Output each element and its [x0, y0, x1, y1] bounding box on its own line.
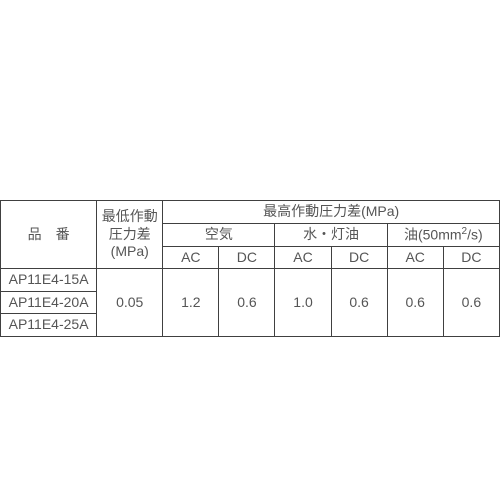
- th-oil-ac: AC: [387, 246, 443, 269]
- th-oil-dc: DC: [443, 246, 499, 269]
- td-part: AP11E4-25A: [1, 314, 97, 337]
- th-water-ac: AC: [275, 246, 331, 269]
- th-water-dc: DC: [331, 246, 387, 269]
- td-air-dc: 0.6: [219, 269, 275, 337]
- td-oil-dc: 0.6: [443, 269, 499, 337]
- th-min-diff: 最低作動圧力差(MPa): [97, 201, 163, 269]
- th-water-kero: 水・灯油: [275, 223, 387, 246]
- td-part: AP11E4-15A: [1, 269, 97, 292]
- td-part: AP11E4-20A: [1, 291, 97, 314]
- th-max-diff: 最高作動圧力差(MPa): [163, 201, 500, 224]
- spec-table: 品 番 最低作動圧力差(MPa) 最高作動圧力差(MPa) 空気 水・灯油 油(…: [0, 200, 500, 337]
- th-oil: 油(50mm2/s): [387, 223, 499, 246]
- th-air: 空気: [163, 223, 275, 246]
- td-water-dc: 0.6: [331, 269, 387, 337]
- th-part-no: 品 番: [1, 201, 97, 269]
- th-air-dc: DC: [219, 246, 275, 269]
- td-min: 0.05: [97, 269, 163, 337]
- th-air-ac: AC: [163, 246, 219, 269]
- spec-sheet: { "headers": { "part_no": "品 番", "min_di…: [0, 0, 500, 500]
- td-oil-ac: 0.6: [387, 269, 443, 337]
- td-air-ac: 1.2: [163, 269, 219, 337]
- td-water-ac: 1.0: [275, 269, 331, 337]
